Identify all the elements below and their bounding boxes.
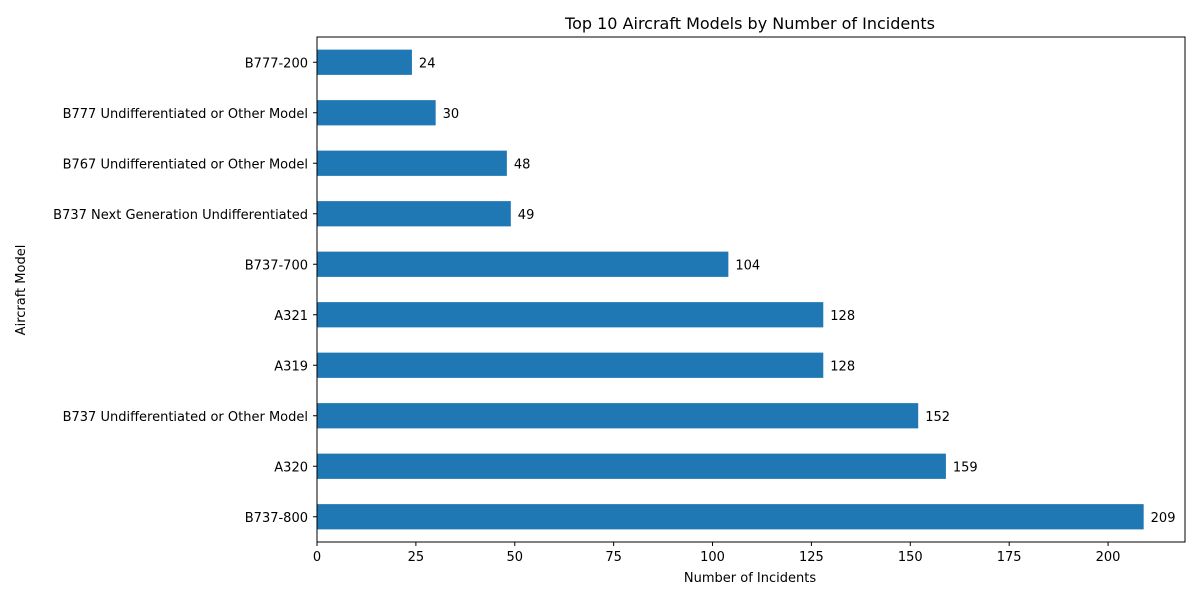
data-label: 24 [419,56,436,71]
x-tick-label: 0 [313,550,321,565]
y-axis-label: Aircraft Model [14,245,29,336]
x-axis-label: Number of Incidents [684,571,816,586]
data-label: 128 [830,359,855,374]
y-tick-label: A321 [274,309,308,324]
data-label: 104 [735,258,760,273]
y-tick-label: B777 Undifferentiated or Other Model [63,107,308,122]
x-tick-label: 200 [1096,550,1121,565]
bar [317,453,946,479]
y-tick-label: B737 Undifferentiated or Other Model [63,410,308,425]
x-tick-label: 75 [605,550,622,565]
x-tick-label: 150 [898,550,923,565]
x-tick-label: 100 [700,550,725,565]
bar [317,49,412,75]
y-tick-label: B737-700 [245,258,308,273]
data-label: 30 [443,107,460,122]
data-labels-group: 209 159 152 128 128 104 49 48 30 24 [419,56,1176,526]
data-label: 48 [514,157,531,172]
y-tick-label: B737-800 [245,511,308,526]
x-tick-label: 125 [799,550,824,565]
category-labels-group: B737-800 A320 B737 Undifferentiated or Oth… [53,56,317,526]
bar [317,352,824,378]
data-label: 209 [1151,511,1176,526]
bar [317,201,511,227]
y-tick-label: B767 Undifferentiated or Other Model [63,157,308,172]
bar [317,403,919,429]
x-tick-label: 175 [997,550,1022,565]
x-ticks-group: 0 25 50 75 100 125 150 175 200 [313,542,1121,565]
y-tick-label: B777-200 [245,56,308,71]
y-tick-label: A319 [274,359,308,374]
bar [317,251,729,277]
bar [317,504,1144,530]
x-tick-label: 50 [506,550,523,565]
bars-group [317,49,1144,530]
data-label: 49 [518,208,535,223]
x-tick-label: 25 [408,550,425,565]
data-label: 128 [830,309,855,324]
y-tick-label: A320 [274,460,308,475]
bar [317,150,507,176]
chart-title: Top 10 Aircraft Models by Number of Inci… [564,14,935,33]
data-label: 152 [925,410,950,425]
bar [317,100,436,126]
y-tick-label: B737 Next Generation Undifferentiated [53,208,308,223]
plot-frame [316,36,1186,543]
data-label: 159 [953,460,978,475]
bar [317,302,824,328]
